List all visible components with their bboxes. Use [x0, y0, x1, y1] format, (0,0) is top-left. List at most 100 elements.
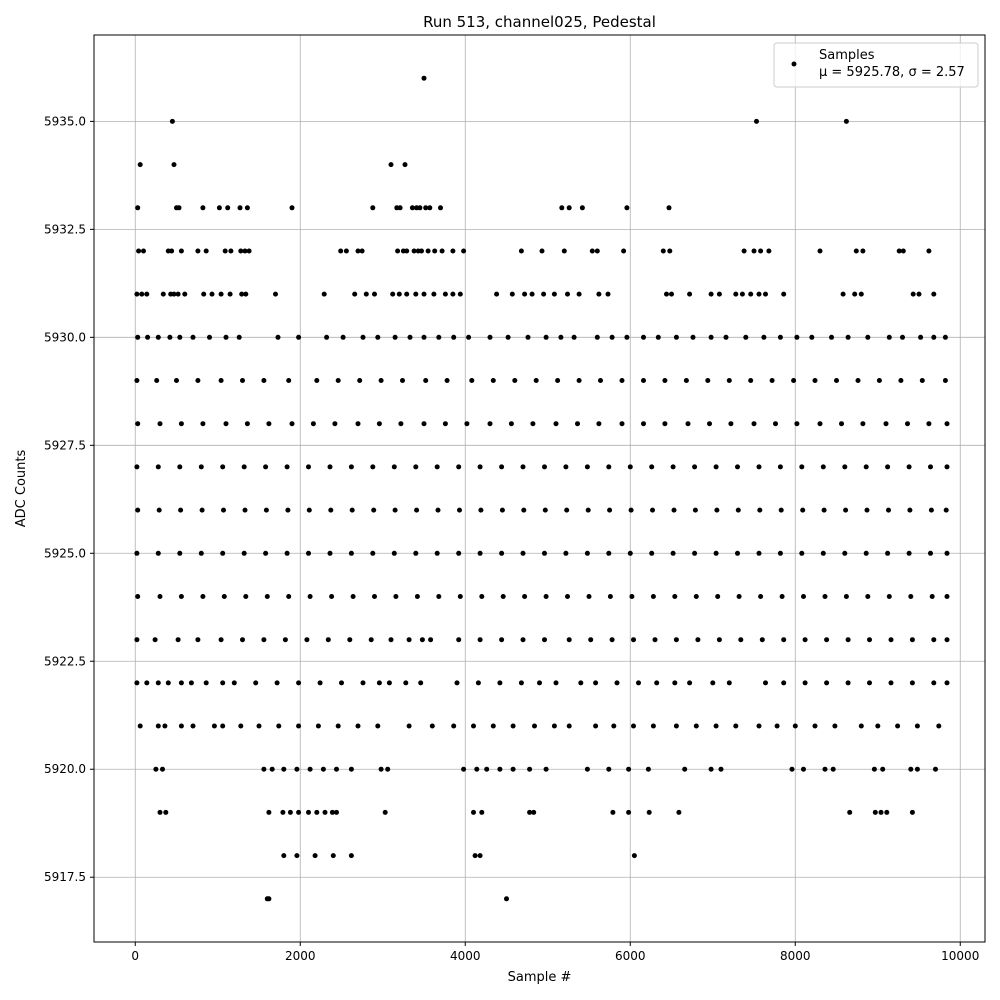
data-point: [456, 464, 462, 470]
data-point: [218, 291, 224, 297]
data-point: [155, 464, 161, 470]
data-point: [933, 766, 938, 772]
data-point: [865, 594, 871, 599]
data-point: [325, 637, 331, 643]
data-point: [672, 594, 678, 599]
data-point: [413, 550, 419, 556]
data-point: [756, 464, 762, 470]
data-point: [624, 334, 630, 340]
data-point: [863, 550, 869, 556]
data-point: [543, 766, 549, 772]
data-point: [895, 723, 901, 729]
data-point: [860, 248, 866, 254]
data-point: [282, 637, 288, 643]
data-point: [236, 334, 242, 340]
data-point: [687, 680, 693, 686]
data-point: [312, 853, 318, 859]
data-point: [626, 766, 632, 772]
data-point: [177, 334, 183, 340]
data-point: [442, 291, 448, 297]
data-point: [607, 507, 613, 513]
data-point: [256, 723, 262, 729]
data-point: [428, 637, 434, 643]
data-point: [509, 291, 515, 297]
data-point: [676, 809, 682, 815]
y-tick-label: 5917.5: [44, 870, 86, 884]
data-point: [646, 809, 652, 815]
data-point: [607, 594, 613, 599]
data-point: [718, 766, 724, 772]
data-point: [253, 680, 259, 686]
data-point: [370, 464, 376, 470]
data-point: [471, 723, 476, 729]
data-point: [434, 550, 440, 556]
data-point: [263, 464, 269, 470]
data-point: [852, 291, 858, 297]
data-point: [756, 291, 762, 297]
data-point: [743, 334, 749, 340]
data-point: [198, 550, 204, 556]
data-point: [880, 766, 886, 772]
data-point: [348, 464, 354, 470]
data-point: [500, 594, 506, 599]
data-point: [561, 248, 567, 254]
data-point: [244, 205, 250, 211]
data-point: [223, 334, 229, 340]
data-point: [400, 378, 405, 383]
data-point: [280, 809, 286, 815]
data-point: [822, 594, 828, 599]
data-point: [931, 291, 937, 297]
data-point: [576, 378, 582, 383]
data-point: [667, 248, 673, 254]
data-point: [375, 334, 381, 340]
data-point: [769, 378, 775, 383]
data-point: [152, 637, 158, 643]
data-point: [641, 421, 646, 427]
data-point: [444, 378, 450, 383]
data-point: [392, 507, 398, 513]
data-point: [477, 550, 483, 556]
data-point: [396, 291, 402, 297]
data-point: [175, 637, 181, 643]
data-point: [242, 507, 248, 513]
data-point: [820, 464, 826, 470]
data-point: [683, 378, 689, 383]
data-point: [723, 334, 729, 340]
data-point: [134, 680, 140, 686]
data-point: [475, 680, 481, 686]
data-point: [241, 550, 247, 556]
data-point: [175, 291, 181, 297]
data-point: [263, 507, 269, 513]
x-tick-label: 6000: [615, 949, 646, 963]
y-tick-label: 5920.0: [44, 762, 86, 776]
data-point: [135, 507, 141, 513]
data-point: [864, 507, 870, 513]
data-point: [404, 291, 410, 297]
data-point: [621, 248, 627, 254]
data-point: [419, 248, 424, 254]
data-point: [584, 766, 590, 772]
data-point: [867, 680, 872, 686]
data-point: [778, 507, 784, 513]
data-point: [334, 809, 339, 815]
data-point: [563, 550, 569, 556]
data-point: [918, 334, 924, 340]
data-point: [508, 421, 514, 427]
data-point: [543, 334, 549, 340]
data-point: [660, 248, 666, 254]
data-point: [137, 723, 143, 729]
data-point: [693, 594, 699, 599]
data-point: [843, 118, 849, 124]
data-point: [477, 853, 483, 859]
data-point: [434, 464, 440, 470]
data-point: [145, 334, 151, 340]
data-point: [294, 853, 300, 859]
data-point: [900, 334, 905, 340]
data-point: [748, 378, 754, 383]
data-point: [165, 680, 171, 686]
data-point: [781, 291, 787, 297]
data-point: [436, 334, 442, 340]
data-point: [457, 291, 463, 297]
data-point: [839, 421, 844, 427]
data-point: [812, 378, 818, 383]
